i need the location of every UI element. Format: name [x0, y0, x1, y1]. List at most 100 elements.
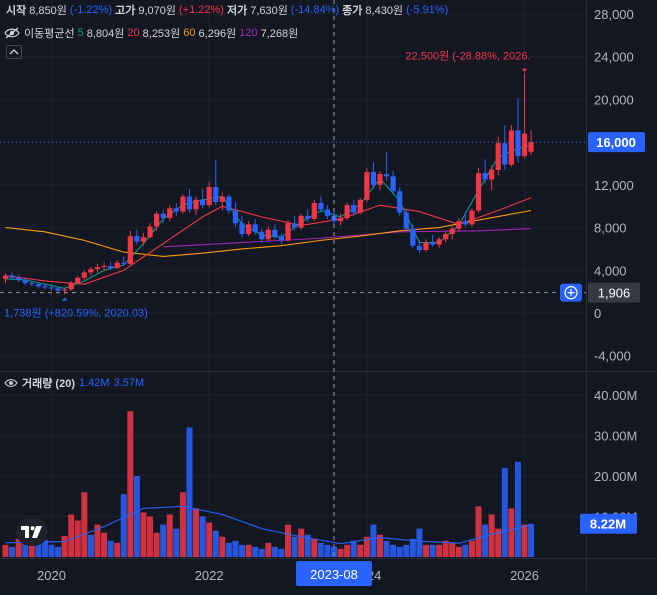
candle: [495, 136, 501, 176]
candle-body: [324, 209, 331, 216]
volume-bar: [22, 544, 29, 557]
candle-body: [482, 173, 488, 180]
candle: [456, 217, 462, 232]
volume-bar: [74, 520, 81, 557]
candle-body: [180, 196, 186, 212]
volume-bar: [9, 546, 16, 557]
candle: [475, 167, 482, 213]
ma120-value: 7,268원: [260, 28, 299, 40]
candle-body: [462, 221, 468, 225]
volume-bar: [68, 514, 75, 557]
candle-body: [502, 143, 508, 165]
price-tick-label: 0: [594, 306, 601, 321]
candle: [206, 181, 212, 208]
candle-body: [403, 212, 409, 229]
candle-body: [278, 236, 285, 241]
candle-body: [29, 283, 35, 285]
volume-bar: [468, 540, 475, 557]
volume-value-2: 3.57M: [113, 377, 145, 389]
candle-body: [344, 205, 350, 218]
ma60-line: [5, 209, 532, 257]
volume-bar: [482, 524, 489, 557]
high-marker: [521, 68, 528, 72]
candle: [134, 229, 140, 245]
volume-bar: [403, 544, 410, 557]
candle-body: [397, 191, 403, 213]
high-annotation: 22,500원 (-28.88%, 2026.: [405, 50, 530, 63]
candle: [351, 199, 357, 216]
candle-body: [311, 203, 317, 220]
candle-body: [357, 199, 363, 213]
tradingview-logo-icon[interactable]: [16, 518, 48, 546]
volume-bar: [331, 546, 337, 557]
candle: [160, 209, 166, 224]
candle: [252, 219, 258, 236]
candle: [167, 205, 173, 222]
candle-body: [521, 133, 528, 157]
candle-body: [298, 215, 304, 228]
price-tick-label: 12,000: [594, 178, 634, 193]
candle: [81, 270, 87, 280]
candle: [55, 286, 61, 292]
candle: [436, 237, 442, 248]
overlay: 16,000 1,906 2023-08 8.22M 22,500원 (-28.88%,…: [0, 0, 645, 586]
volume-bar: [475, 506, 482, 557]
volume-bar: [278, 548, 285, 557]
candle-body: [127, 236, 133, 264]
plus-circle-icon: [560, 283, 582, 302]
eye-icon[interactable]: [4, 377, 18, 389]
current-volume-label: 8.22M: [590, 517, 626, 532]
candle-body: [259, 231, 265, 240]
moving-average-lines: [5, 144, 532, 290]
candle-body: [495, 143, 501, 170]
volume-bar: [396, 546, 403, 557]
plus-circle: [564, 286, 578, 300]
candle-body: [239, 223, 245, 234]
ma120-period: 120: [239, 27, 258, 39]
price-tick-label: 8,000: [594, 221, 627, 236]
candle-body: [121, 262, 127, 264]
eye-slash-icon[interactable]: [4, 26, 20, 40]
candle: [127, 230, 133, 265]
price-tick-label: 20,000: [594, 92, 634, 107]
candle-body: [219, 196, 225, 202]
candle: [370, 162, 377, 190]
high-value: 9,070원: [138, 5, 176, 17]
volume-bar: [265, 542, 272, 557]
ma-legend-title[interactable]: 이동평균선: [24, 28, 75, 40]
volume-bar: [324, 544, 331, 557]
volume-bar: [442, 540, 449, 557]
candle-body: [475, 173, 482, 211]
candle: [226, 194, 232, 214]
volume-bar: [416, 528, 423, 557]
candle-body: [423, 242, 429, 250]
legend-collapse-button[interactable]: [6, 45, 22, 59]
candle-body: [436, 239, 442, 245]
candle: [62, 288, 68, 295]
volume-bar: [363, 536, 370, 557]
volume-title[interactable]: 거래량 (20): [22, 378, 75, 390]
candle: [94, 263, 101, 273]
low-marker: [61, 297, 68, 301]
volume-bar: [147, 516, 154, 557]
candle-body: [114, 262, 120, 269]
candle: [147, 223, 153, 239]
chevron-up-icon: [9, 49, 19, 55]
candle-body: [42, 286, 48, 288]
volume-bars: [2, 411, 535, 557]
candle: [154, 211, 160, 231]
volume-bar: [501, 467, 508, 557]
ma20-value: 8,253원: [142, 28, 181, 40]
candle: [489, 165, 495, 191]
candle: [22, 277, 28, 286]
volume-bar: [219, 536, 226, 557]
candle: [245, 221, 252, 237]
candle-body: [154, 213, 160, 227]
candle: [200, 189, 206, 209]
crosshair-price-tag: [588, 282, 640, 303]
close-value: 8,430원: [365, 5, 404, 17]
volume-bar: [61, 535, 68, 557]
